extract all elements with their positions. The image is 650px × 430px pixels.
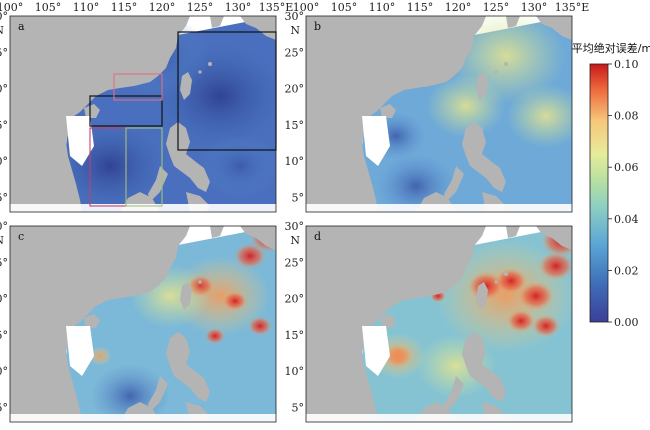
lat-tick-0-5: 5° (0, 191, 8, 204)
lat-tick-0-0: 30° (0, 10, 8, 23)
lon-tick-1-5: 125° (483, 1, 510, 14)
lat-unit-0: N (0, 24, 4, 37)
lon-tick-1-3: 115° (407, 1, 434, 14)
lat-unit-3: N (290, 234, 300, 247)
lon-tick-0-0: 100° (0, 1, 23, 14)
panel-label-b: b (314, 20, 321, 33)
lon-tick-0-4: 120° (149, 1, 176, 14)
lat-tick-1-1: 25° (0, 256, 8, 269)
lat-tick-2-3: 15° (285, 119, 305, 132)
lon-tick-1-7: 135°E (555, 1, 590, 14)
lat-tick-3-0: 30° (285, 220, 305, 233)
lat-tick-1-0: 30° (0, 220, 8, 233)
lat-tick-0-3: 15° (0, 119, 8, 132)
lat-unit-2: N (290, 24, 300, 37)
colorbar-tick-5: 0.00 (614, 316, 639, 329)
lat-tick-1-3: 15° (0, 329, 8, 342)
lat-tick-2-4: 10° (285, 155, 305, 168)
lon-tick-1-6: 130° (521, 1, 548, 14)
map-panel-a: a (9, 15, 277, 213)
lon-tick-0-2: 110° (73, 1, 100, 14)
lon-tick-1-1: 105° (331, 1, 358, 14)
lon-tick-1-4: 120° (445, 1, 472, 14)
lat-tick-3-2: 20° (285, 293, 305, 306)
colorbar-tick-2: 0.06 (614, 161, 639, 174)
map-panel-d: d (305, 225, 573, 423)
panel-label-a: a (18, 20, 25, 33)
lat-tick-3-3: 15° (285, 329, 305, 342)
longitude-ticks: 100° 105° 110° 115° 120° 125° 130° 135°E 100° 105… (0, 1, 589, 14)
region-box-north (113, 73, 163, 101)
lat-tick-2-2: 20° (285, 83, 305, 96)
lon-tick-0-1: 105° (35, 1, 62, 14)
lat-tick-3-1: 25° (285, 256, 305, 269)
lat-tick-1-4: 10° (0, 365, 8, 378)
lon-tick-0-5: 125° (187, 1, 214, 14)
lon-tick-0-3: 115° (111, 1, 138, 14)
lon-tick-0-7: 135°E (259, 1, 294, 14)
lat-tick-2-1: 25° (285, 46, 305, 59)
region-box-east (177, 31, 277, 151)
region-box-central (89, 95, 163, 127)
lat-tick-2-5: 5° (292, 191, 305, 204)
panel-label-c: c (18, 230, 24, 243)
lat-unit-1: N (0, 234, 4, 247)
colorbar-title: 平均绝对误差/m (572, 41, 650, 55)
lat-tick-0-4: 10° (0, 155, 8, 168)
lat-tick-3-4: 10° (285, 365, 305, 378)
latitude-ticks: 30°25°20°15°10°5°N30°25°20°15°10°5°N30°2… (0, 10, 304, 414)
map-panel-c: c (9, 225, 277, 423)
lon-tick-0-6: 130° (225, 1, 252, 14)
colorbar-ticks: 0.10 0.08 0.06 0.04 0.02 0.00 (608, 58, 639, 329)
colorbar: 平均绝对误差/m 0.10 0.08 0.06 0.04 0.02 0.00 (572, 41, 650, 329)
panel-label-d: d (314, 230, 321, 243)
lat-tick-1-2: 20° (0, 293, 8, 306)
lat-tick-0-1: 25° (0, 46, 8, 59)
colorbar-tick-1: 0.08 (614, 110, 639, 123)
colorbar-tick-4: 0.02 (614, 264, 639, 277)
colorbar-tick-3: 0.04 (614, 213, 639, 226)
panels: a b c d (9, 15, 573, 423)
lon-tick-1-0: 100° (293, 1, 320, 14)
colorbar-tick-0: 0.10 (614, 58, 639, 71)
colorbar-ramp (589, 63, 609, 323)
lat-tick-0-2: 20° (0, 83, 8, 96)
lat-tick-3-5: 5° (292, 401, 305, 414)
lat-tick-2-0: 30° (285, 10, 305, 23)
region-box-southeast (125, 127, 163, 207)
lon-tick-1-2: 110° (369, 1, 396, 14)
map-panel-b: b (305, 15, 573, 213)
lat-tick-1-5: 5° (0, 401, 8, 414)
